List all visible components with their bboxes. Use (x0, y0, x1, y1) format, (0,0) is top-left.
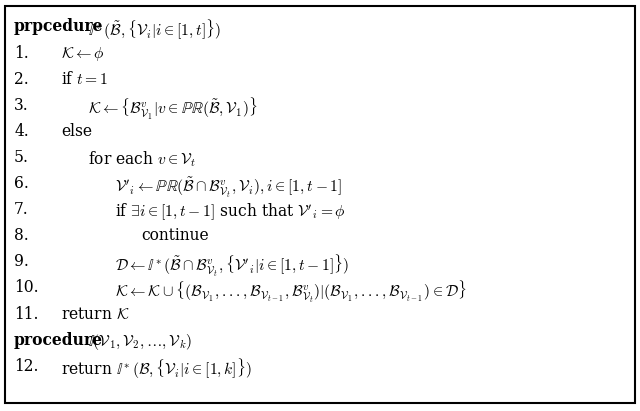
Text: if $\exists i \in [1, t-1]$ such that $\mathcal{V}'_i = \phi$: if $\exists i \in [1, t-1]$ such that $\… (115, 201, 346, 222)
Text: 12.: 12. (14, 358, 38, 375)
Text: $\mathcal{D} \leftarrow \mathbb{I}^*(\tilde{\mathcal{B}} \cap \mathcal{B}^v_{\ma: $\mathcal{D} \leftarrow \mathbb{I}^*(\ti… (115, 253, 349, 279)
Text: 4.: 4. (14, 123, 29, 140)
Text: $\mathbb{I}^*(\tilde{\mathcal{B}}, \{\mathcal{V}_i|i \in [1, t]\})$: $\mathbb{I}^*(\tilde{\mathcal{B}}, \{\ma… (88, 18, 221, 42)
Text: $\mathcal{K} \leftarrow \mathcal{K} \cup \{(\mathcal{B}_{\mathcal{V}_1}, ..., \m: $\mathcal{K} \leftarrow \mathcal{K} \cup… (115, 279, 466, 305)
Text: 11.: 11. (14, 306, 38, 323)
Text: 9.: 9. (14, 253, 29, 270)
Text: 10.: 10. (14, 279, 38, 296)
Text: $\mathcal{V}'_i \leftarrow \mathbb{PR}(\tilde{\mathcal{B}} \cap \mathcal{B}^v_{\: $\mathcal{V}'_i \leftarrow \mathbb{PR}(\… (115, 175, 342, 200)
Text: $\mathcal{K} \leftarrow \phi$: $\mathcal{K} \leftarrow \phi$ (61, 45, 104, 62)
Text: else: else (61, 123, 92, 140)
Text: return $\mathbb{I}^*(\mathcal{B}, \{\mathcal{V}_i|i \in [1, k]\})$: return $\mathbb{I}^*(\mathcal{B}, \{\mat… (61, 358, 252, 381)
Text: 2.: 2. (14, 71, 29, 88)
Text: 5.: 5. (14, 149, 29, 166)
Text: return $\mathcal{K}$: return $\mathcal{K}$ (61, 306, 129, 323)
Text: prpcedure: prpcedure (14, 18, 104, 35)
Text: if $t = 1$: if $t = 1$ (61, 71, 108, 88)
Text: procedure: procedure (14, 332, 103, 349)
Text: for each $v \in \mathcal{V}_t$: for each $v \in \mathcal{V}_t$ (88, 149, 196, 169)
Text: 7.: 7. (14, 201, 29, 218)
Text: 8.: 8. (14, 227, 29, 244)
FancyBboxPatch shape (5, 6, 635, 403)
Text: $\mathbb{I}(\mathcal{V}_1, \mathcal{V}_2, \ldots, \mathcal{V}_k)$: $\mathbb{I}(\mathcal{V}_1, \mathcal{V}_2… (88, 332, 192, 352)
Text: continue: continue (141, 227, 209, 244)
Text: 3.: 3. (14, 97, 29, 114)
Text: 6.: 6. (14, 175, 29, 192)
Text: 1.: 1. (14, 45, 29, 62)
Text: $\mathcal{K} \leftarrow \{\mathcal{B}^v_{\mathcal{V}_1}|v \in \mathbb{PR}(\tilde: $\mathcal{K} \leftarrow \{\mathcal{B}^v_… (88, 97, 257, 122)
